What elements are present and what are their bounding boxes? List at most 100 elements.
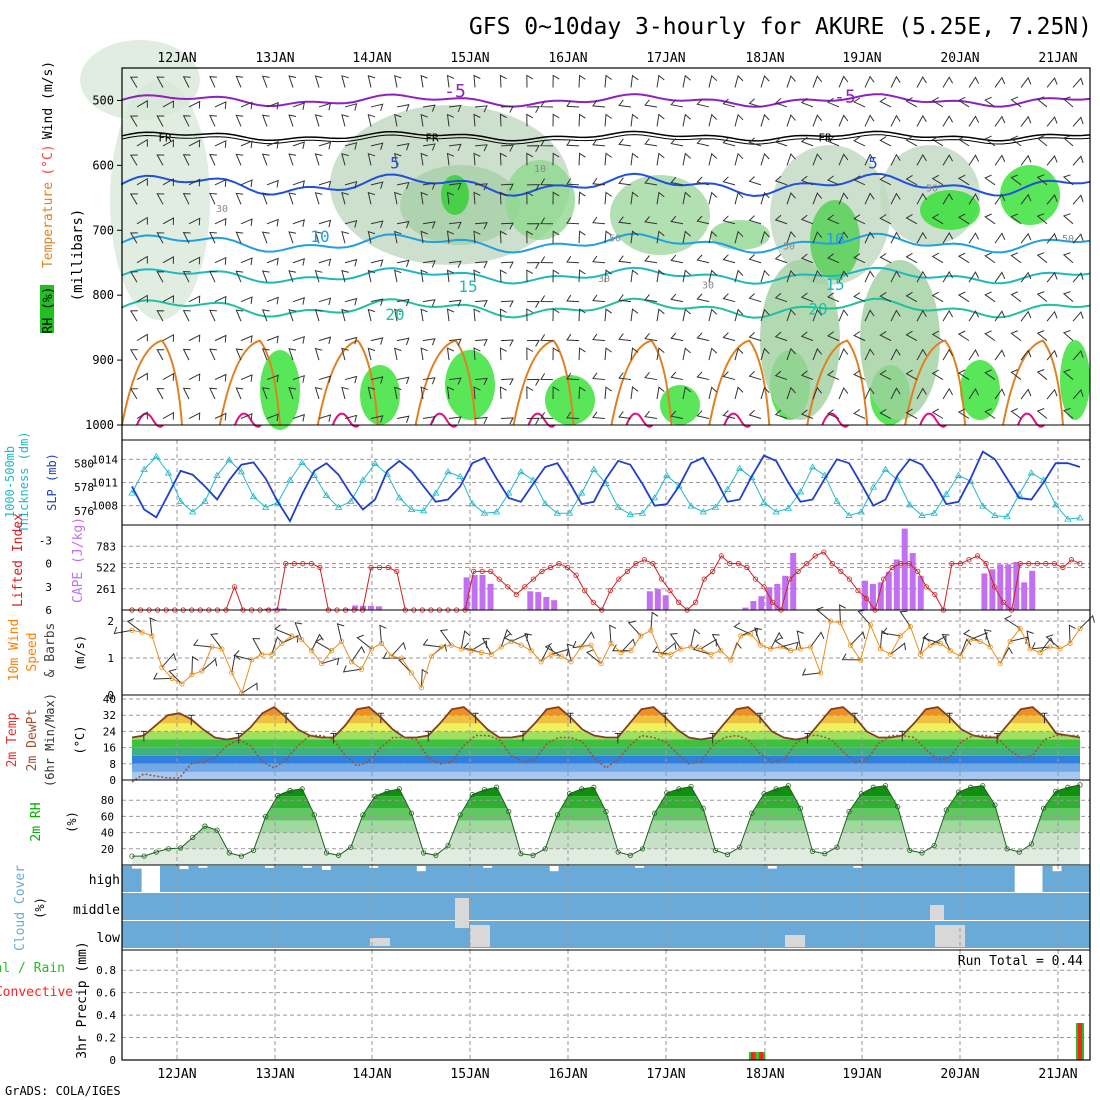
data-point — [1077, 782, 1083, 788]
wind-barb — [314, 386, 323, 400]
wind-barb — [1036, 330, 1048, 342]
wind-barb — [341, 308, 349, 322]
data-point — [317, 564, 323, 571]
wind-barb — [812, 114, 823, 127]
cloud-bar-low — [444, 921, 455, 948]
wind-barb — [473, 308, 481, 322]
wind-barb — [827, 97, 840, 108]
wind-barb — [370, 142, 384, 151]
slp-label: SLP (mb) — [45, 453, 59, 511]
data-point — [1028, 841, 1034, 847]
freezing-level — [121, 130, 1091, 142]
wind-barb — [1010, 213, 1022, 225]
data-point — [968, 784, 974, 790]
wind-barb — [370, 376, 384, 384]
wind-barb — [474, 144, 488, 152]
data-point — [308, 561, 314, 567]
data-point — [1037, 649, 1043, 656]
data-point — [833, 497, 841, 504]
wind-barb — [420, 152, 428, 166]
cloud-bar-middle — [235, 893, 246, 920]
data-point — [1043, 561, 1049, 567]
data-point — [291, 561, 297, 567]
data-point — [579, 786, 585, 792]
data-point — [488, 568, 494, 574]
cloud-bar-middle — [833, 893, 844, 920]
wind-barb — [314, 637, 332, 652]
wind-barb — [129, 310, 138, 322]
cloud-bar-low — [596, 921, 607, 948]
pressure-tick: 800 — [92, 288, 114, 302]
isotherm-30 — [331, 412, 360, 428]
data-point — [735, 561, 741, 567]
cloud-bar-middle — [871, 893, 882, 920]
wind-barb — [879, 408, 892, 419]
cloud-bar-low — [691, 921, 702, 948]
wind-barb — [700, 638, 717, 650]
data-point — [408, 670, 415, 676]
wind-barb — [774, 292, 788, 303]
wind-barb — [592, 177, 606, 186]
wind-barb — [394, 308, 402, 322]
cloud-bar-high — [938, 866, 949, 892]
wind-barb — [722, 254, 736, 264]
data-point — [1040, 805, 1047, 811]
wind-barb — [1062, 174, 1074, 186]
wind-barb — [252, 638, 263, 655]
minmax-bar — [567, 712, 574, 724]
cloud-bar-high — [700, 866, 711, 892]
data-point — [967, 636, 973, 643]
wind-barb — [853, 253, 866, 264]
data-point — [675, 482, 683, 489]
data-point — [869, 483, 878, 490]
data-point — [812, 553, 818, 559]
data-point — [658, 651, 664, 657]
data-point — [949, 561, 955, 567]
cloud-bar-low — [188, 921, 199, 948]
wind-barb — [370, 103, 384, 112]
data-point — [768, 646, 774, 652]
data-point — [638, 509, 647, 516]
data-point — [407, 505, 416, 513]
minmax-bar — [757, 712, 764, 724]
cloud-bar-low — [919, 921, 930, 948]
wind-barb — [288, 387, 297, 400]
data-point — [797, 805, 804, 811]
cape-bar — [1005, 564, 1012, 610]
wind-barb — [733, 622, 751, 635]
data-point — [954, 471, 963, 478]
cloud-bar-middle — [852, 893, 863, 920]
wind-barb — [473, 230, 481, 244]
date-label-bottom: 20JAN — [940, 1067, 979, 1082]
wind-barb — [396, 376, 410, 385]
wind-barb — [473, 152, 481, 166]
wind-barb — [1072, 311, 1084, 322]
wind-barb — [905, 136, 918, 147]
wind-barb — [341, 269, 349, 283]
data-point — [676, 786, 682, 792]
cape-bar — [909, 553, 916, 610]
wind-barb — [827, 136, 840, 147]
precip-conv-bar — [1078, 1023, 1082, 1060]
cloud-bar-high — [843, 866, 854, 892]
wind-barb — [941, 633, 951, 651]
cloud-bar-middle — [985, 893, 996, 920]
data-point — [164, 469, 173, 476]
wind-barb — [382, 652, 402, 659]
wind-barb — [129, 232, 138, 244]
axis-labels: 12JAN12JAN13JAN13JAN14JAN14JAN15JAN15JAN… — [157, 51, 1077, 1082]
cloud-bar-low — [122, 921, 133, 948]
wind-barb — [682, 308, 691, 322]
cloud-bar-low — [197, 921, 208, 948]
wind-barb — [682, 347, 691, 361]
wind-barb — [942, 193, 954, 205]
cloud-bar-low — [700, 921, 711, 948]
temp-band — [132, 747, 1080, 756]
cloud-bar-high — [482, 867, 493, 892]
date-label-bottom: 16JAN — [548, 1067, 587, 1082]
wind-barb — [240, 140, 253, 149]
wind-barb — [879, 369, 892, 381]
cloud-bar-high — [406, 866, 417, 892]
wind-barb — [916, 309, 927, 322]
cloud-bar-middle — [387, 893, 398, 920]
